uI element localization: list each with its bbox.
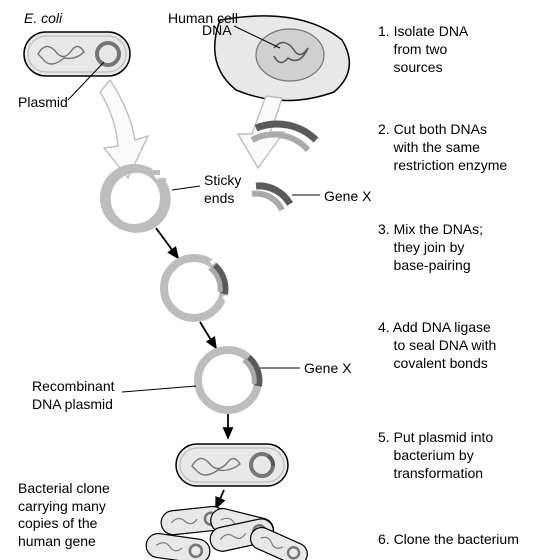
label-sticky-ends: Sticky ends [204,172,241,207]
label-dna: DNA [202,22,232,40]
ecoli-cell [24,32,130,76]
step-5: 5. Put plasmid into bacterium by transfo… [378,428,553,483]
step-4: 4. Add DNA ligase to seal DNA with coval… [378,318,553,373]
gene-x-fragment [252,186,290,210]
open-plasmid [104,168,168,229]
joined-plasmid [164,258,228,318]
bacterial-clone-pile [145,505,311,560]
step-2: 2. Cut both DNAs with the same restricti… [378,120,553,175]
label-ecoli: E. coli [24,10,62,28]
arrow-ecoli-to-plasmid [100,80,148,178]
human-cell [215,16,350,101]
step-3: 3. Mix the DNAs; they join by base-pairi… [378,220,553,275]
label-gene-x-2: Gene X [304,360,351,378]
transformed-bacterium [176,444,288,486]
step-6: 6. Clone the bacterium [378,530,553,548]
label-clone: Bacterial clone carrying many copies of … [18,480,110,550]
label-recombinant: Recombinant DNA plasmid [32,378,115,413]
label-plasmid: Plasmid [18,94,68,112]
step-1: 1. Isolate DNA from two sources [378,22,553,77]
recombinant-plasmid [198,350,258,410]
label-gene-x-1: Gene X [324,188,371,206]
